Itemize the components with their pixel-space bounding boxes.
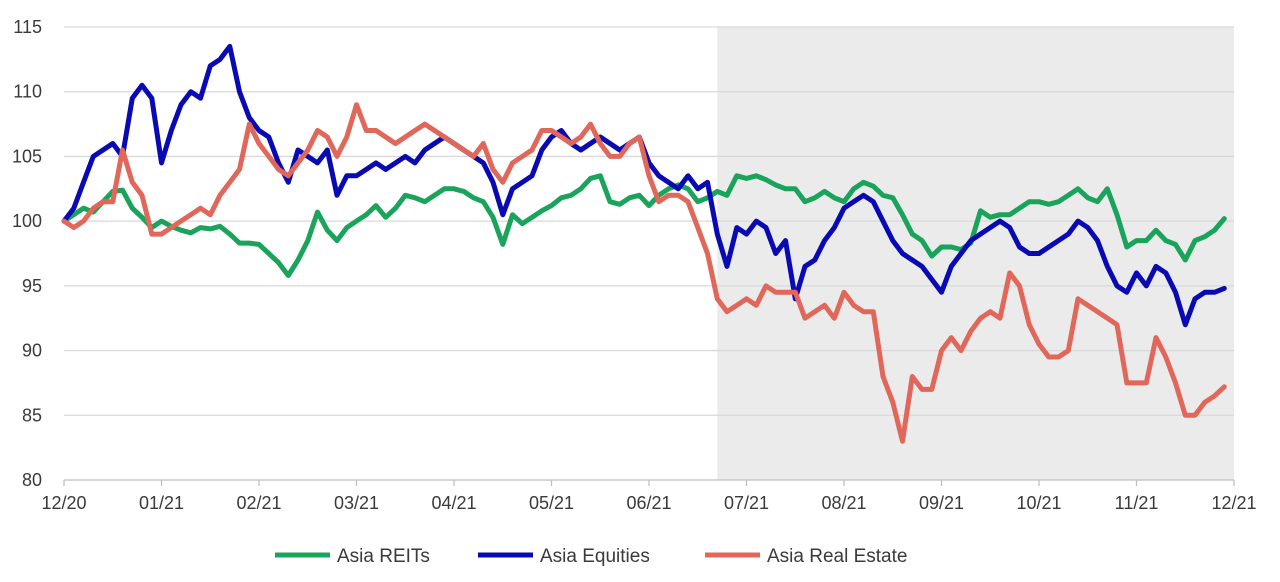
x-tick-label: 09/21 bbox=[919, 493, 964, 513]
y-tick-label: 90 bbox=[22, 341, 42, 361]
x-tick-label: 08/21 bbox=[821, 493, 866, 513]
legend-label: Asia Equities bbox=[540, 546, 650, 567]
x-tick-label: 11/21 bbox=[1115, 493, 1159, 513]
legend: Asia REITs Asia Equities Asia Real Estate bbox=[275, 546, 907, 567]
x-tick-label: 12/20 bbox=[41, 493, 86, 513]
legend-item: Asia Real Estate bbox=[705, 546, 907, 567]
x-tick-label: 03/21 bbox=[334, 493, 379, 513]
shaded-period bbox=[717, 27, 1234, 480]
series-line-asia-real-estate bbox=[61, 102, 1227, 444]
x-tick-label: 06/21 bbox=[626, 493, 671, 513]
series-lines bbox=[61, 43, 1227, 444]
y-tick-label: 115 bbox=[13, 17, 42, 37]
x-tick-label: 04/21 bbox=[431, 493, 476, 513]
x-axis-ticks: 12/20 01/21 02/21 03/21 04/21 05/21 06/21 07/21… bbox=[41, 480, 1257, 513]
series-line-asia-reits bbox=[61, 173, 1227, 278]
y-tick-label: 110 bbox=[13, 82, 42, 102]
x-tick-label: 07/21 bbox=[724, 493, 769, 513]
y-axis-ticks: 80 85 90 95 100 105 110 115 bbox=[12, 17, 42, 490]
y-tick-label: 95 bbox=[22, 276, 42, 296]
legend-item: Asia Equities bbox=[478, 546, 650, 567]
y-tick-label: 85 bbox=[22, 405, 42, 425]
legend-label: Asia REITs bbox=[337, 546, 430, 567]
x-tick-label: 01/21 bbox=[139, 493, 184, 513]
x-tick-label: 02/21 bbox=[236, 493, 281, 513]
x-tick-label: 10/21 bbox=[1016, 493, 1061, 513]
x-tick-label: 12/21 bbox=[1211, 493, 1256, 513]
y-tick-label: 80 bbox=[22, 470, 42, 490]
y-tick-label: 100 bbox=[12, 211, 42, 231]
y-tick-label: 105 bbox=[12, 146, 42, 166]
legend-item: Asia REITs bbox=[275, 546, 430, 567]
legend-label: Asia Real Estate bbox=[767, 546, 907, 567]
x-tick-label: 05/21 bbox=[529, 493, 574, 513]
